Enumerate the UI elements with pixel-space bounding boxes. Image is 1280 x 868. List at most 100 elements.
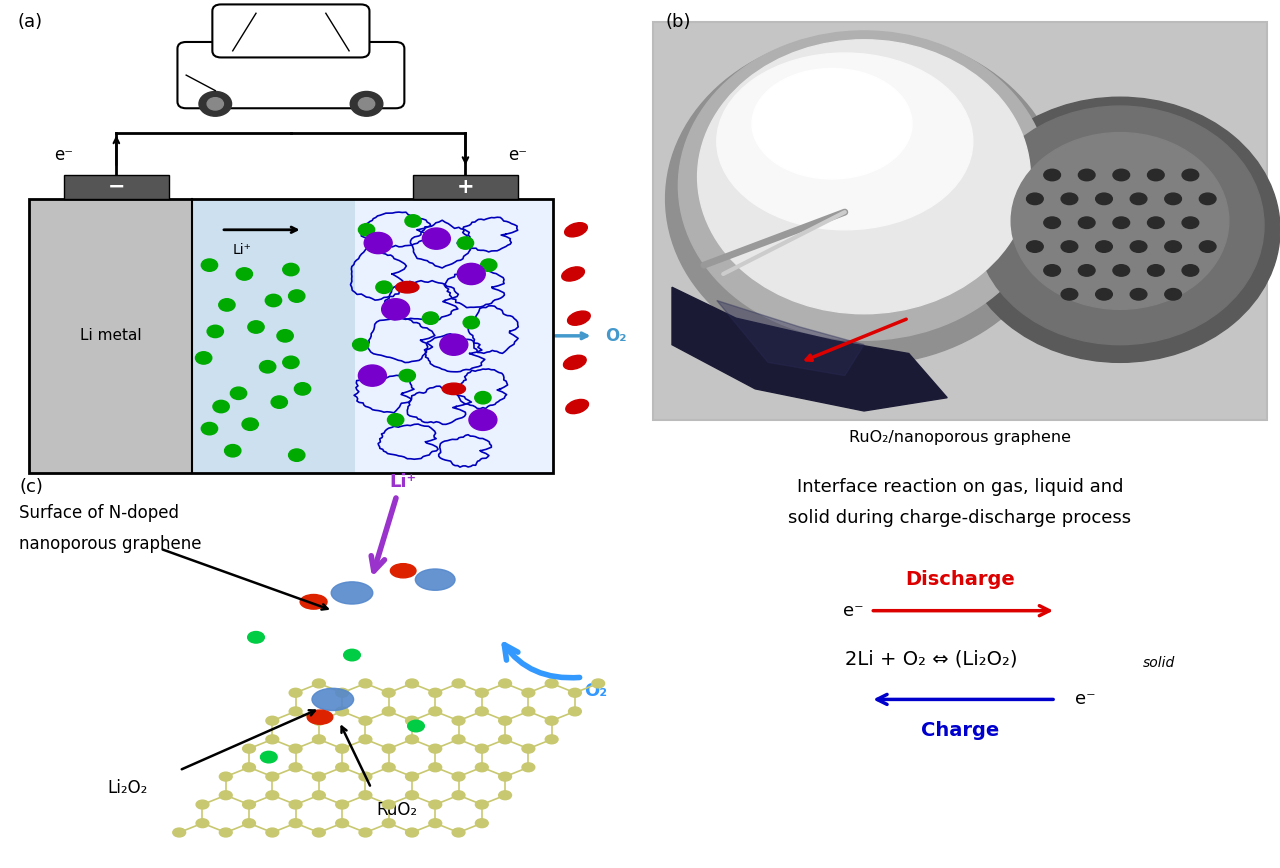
Circle shape — [383, 744, 396, 753]
Circle shape — [383, 763, 396, 772]
Circle shape — [1183, 265, 1199, 276]
Circle shape — [243, 744, 256, 753]
Circle shape — [248, 321, 264, 333]
Bar — [653, 22, 1267, 420]
Circle shape — [568, 688, 581, 697]
Circle shape — [1061, 193, 1078, 205]
Ellipse shape — [960, 97, 1280, 362]
Circle shape — [1096, 240, 1112, 253]
Text: Li⁺: Li⁺ — [233, 243, 252, 257]
Circle shape — [358, 98, 375, 110]
Circle shape — [335, 688, 348, 697]
Circle shape — [1148, 265, 1165, 276]
Circle shape — [289, 744, 302, 753]
Circle shape — [499, 679, 512, 687]
Circle shape — [406, 828, 419, 837]
Circle shape — [260, 360, 275, 373]
Circle shape — [358, 791, 371, 799]
Circle shape — [1165, 240, 1181, 253]
Circle shape — [219, 773, 232, 781]
Circle shape — [407, 720, 425, 732]
Text: e⁻: e⁻ — [55, 146, 73, 164]
Circle shape — [312, 716, 325, 725]
Ellipse shape — [396, 281, 419, 293]
Ellipse shape — [1011, 133, 1229, 309]
Circle shape — [201, 259, 218, 272]
Circle shape — [288, 449, 305, 461]
Circle shape — [499, 735, 512, 744]
Ellipse shape — [415, 569, 456, 590]
Circle shape — [312, 773, 325, 781]
Circle shape — [429, 707, 442, 716]
Circle shape — [173, 828, 186, 837]
Circle shape — [383, 688, 396, 697]
Text: (b): (b) — [666, 13, 691, 31]
Circle shape — [404, 214, 421, 227]
Text: 2Li + O₂ ⇔ (Li₂O₂): 2Li + O₂ ⇔ (Li₂O₂) — [845, 650, 1018, 669]
Circle shape — [283, 356, 300, 369]
Circle shape — [1130, 240, 1147, 253]
Text: Discharge: Discharge — [905, 570, 1015, 589]
Circle shape — [440, 334, 467, 355]
Circle shape — [499, 791, 512, 799]
Circle shape — [224, 444, 241, 457]
Circle shape — [201, 423, 218, 435]
Circle shape — [1114, 265, 1129, 276]
Ellipse shape — [977, 106, 1265, 345]
Circle shape — [289, 763, 302, 772]
Bar — [413, 174, 518, 199]
Circle shape — [591, 679, 604, 687]
Polygon shape — [672, 287, 947, 411]
Circle shape — [266, 773, 279, 781]
Text: O₂: O₂ — [605, 327, 627, 345]
Circle shape — [452, 828, 465, 837]
Bar — [192, 199, 355, 473]
Text: Li₂O₂: Li₂O₂ — [108, 779, 148, 797]
Circle shape — [289, 688, 302, 697]
Ellipse shape — [332, 582, 372, 604]
Circle shape — [312, 828, 325, 837]
Ellipse shape — [563, 355, 586, 370]
Circle shape — [388, 414, 403, 426]
Circle shape — [452, 791, 465, 799]
Circle shape — [207, 98, 224, 110]
Circle shape — [568, 707, 581, 716]
Text: Surface of N-doped: Surface of N-doped — [19, 504, 179, 523]
Circle shape — [219, 791, 232, 799]
Circle shape — [1148, 169, 1165, 181]
Circle shape — [312, 679, 325, 687]
Circle shape — [352, 339, 369, 351]
Circle shape — [266, 791, 279, 799]
Ellipse shape — [301, 595, 328, 609]
Circle shape — [406, 791, 419, 799]
Ellipse shape — [698, 40, 1030, 313]
Circle shape — [335, 707, 348, 716]
Circle shape — [376, 281, 392, 293]
Circle shape — [243, 763, 256, 772]
Circle shape — [196, 800, 209, 809]
Circle shape — [383, 707, 396, 716]
Text: RuO₂/nanoporous graphene: RuO₂/nanoporous graphene — [849, 430, 1071, 445]
Circle shape — [288, 290, 305, 302]
Circle shape — [358, 224, 375, 236]
Circle shape — [1079, 265, 1096, 276]
Circle shape — [522, 707, 535, 716]
Circle shape — [351, 91, 383, 116]
Circle shape — [294, 383, 311, 395]
Circle shape — [429, 744, 442, 753]
Circle shape — [1079, 169, 1096, 181]
Text: RuO₂: RuO₂ — [376, 801, 417, 819]
Circle shape — [1165, 288, 1181, 300]
Circle shape — [335, 763, 348, 772]
Circle shape — [1114, 169, 1129, 181]
Circle shape — [1199, 240, 1216, 253]
Circle shape — [242, 418, 259, 431]
Circle shape — [457, 263, 485, 285]
Text: Charge: Charge — [920, 721, 1000, 740]
Circle shape — [230, 387, 247, 399]
Circle shape — [406, 735, 419, 744]
Ellipse shape — [562, 266, 585, 281]
Circle shape — [383, 819, 396, 827]
Circle shape — [475, 819, 488, 827]
Polygon shape — [717, 300, 864, 376]
